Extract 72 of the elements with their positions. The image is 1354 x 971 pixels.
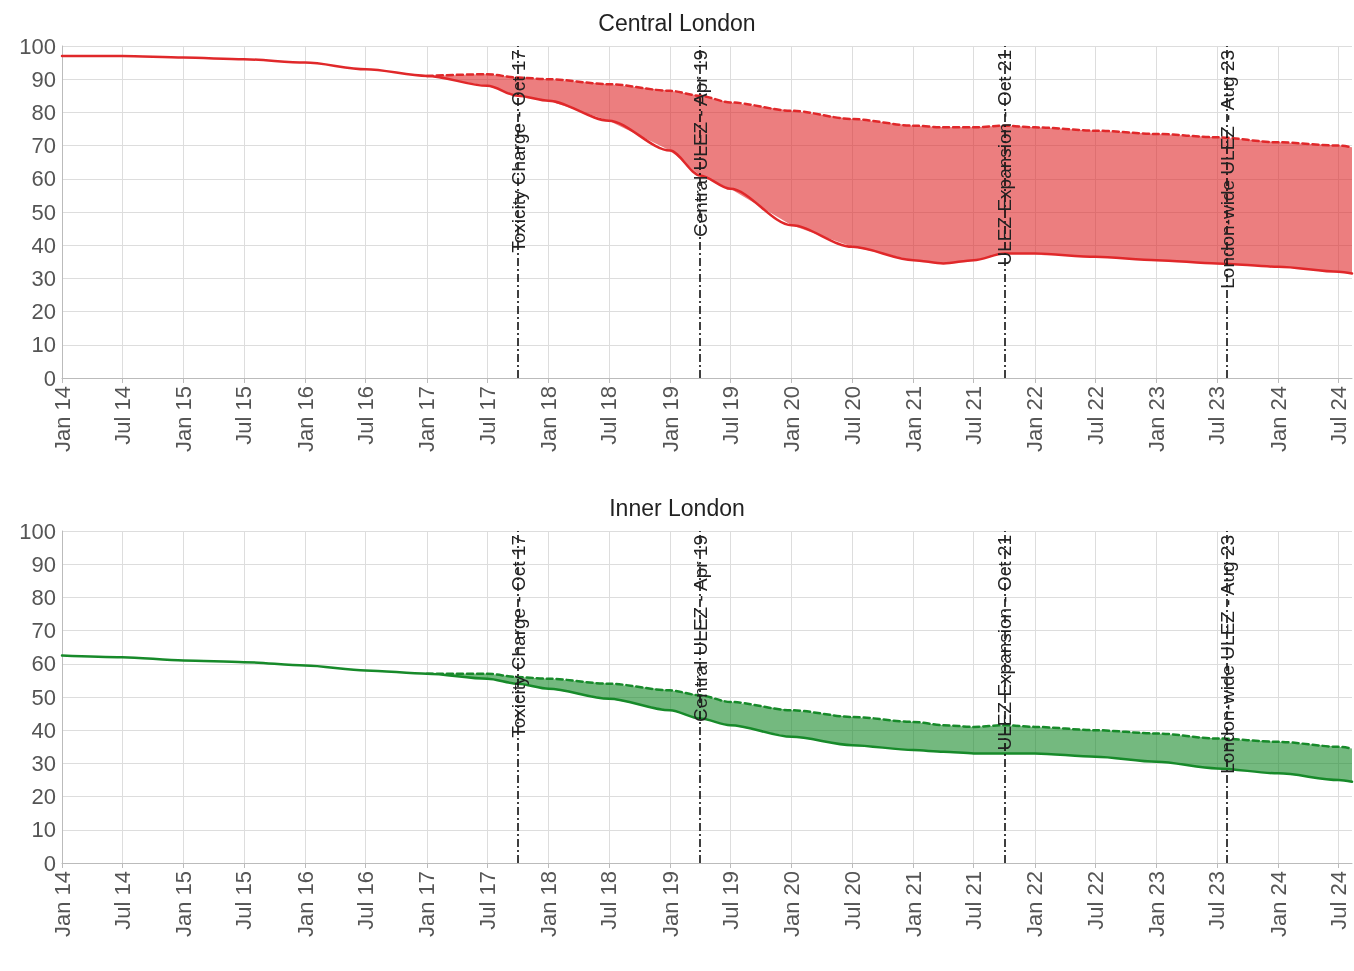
y-tick-label: 30 <box>31 750 56 776</box>
x-tick-label: Jul 15 <box>231 871 257 930</box>
x-tick-label: Jul 15 <box>231 386 257 445</box>
chart-title: Inner London <box>609 494 745 521</box>
x-tick-label: Jul 21 <box>961 871 987 930</box>
x-tick-label: Jan 22 <box>1022 871 1048 938</box>
ref-line-label: Toxicity Charge - Oct 17 <box>507 50 529 253</box>
y-tick-label: 50 <box>31 199 56 225</box>
y-tick-label: 90 <box>31 551 56 577</box>
y-tick-label: 80 <box>31 99 56 125</box>
ref-line-label: Central ULEZ - Apr 19 <box>690 50 712 237</box>
chart-title: Central London <box>598 9 756 36</box>
x-tick-label: Jan 21 <box>900 871 926 938</box>
x-tick-label: Jan 16 <box>292 386 318 453</box>
x-tick-label: Jan 17 <box>414 871 440 938</box>
x-tick-label: Jan 23 <box>1144 386 1170 453</box>
x-tick-label: Jul 22 <box>1082 871 1108 930</box>
x-tick-label: Jul 21 <box>961 386 987 445</box>
y-tick-label: 40 <box>31 232 56 258</box>
x-tick-label: Jan 18 <box>536 871 561 938</box>
ref-line-label: ULEZ Expansion - Oct 21 <box>994 535 1016 751</box>
x-tick-label: Jul 17 <box>474 871 500 930</box>
x-tick-label: Jul 14 <box>109 871 135 930</box>
x-tick-label: Jan 15 <box>171 871 197 938</box>
y-tick-label: 40 <box>31 717 56 743</box>
y-tick-label: 60 <box>31 651 56 677</box>
x-tick-label: Jul 14 <box>109 386 135 445</box>
x-tick-label: Jan 23 <box>1144 871 1170 938</box>
y-tick-label: 80 <box>31 584 56 610</box>
y-tick-label: 70 <box>31 618 56 644</box>
x-tick-label: Jan 17 <box>414 386 440 453</box>
x-tick-label: Jul 20 <box>839 871 865 930</box>
y-tick-label: 20 <box>31 299 56 325</box>
y-tick-label: 10 <box>31 332 56 358</box>
x-tick-label: Jul 20 <box>839 386 865 445</box>
x-tick-label: Jan 19 <box>657 386 683 453</box>
x-tick-label: Jul 16 <box>353 871 379 930</box>
x-tick-label: Jul 23 <box>1204 386 1230 445</box>
x-tick-label: Jan 20 <box>779 386 805 453</box>
ref-line-label: London-wide ULEZ - Aug 23 <box>1217 50 1239 289</box>
x-tick-label: Jul 19 <box>717 386 743 445</box>
x-tick-label: Jan 24 <box>1265 386 1291 453</box>
ref-line-label: London-wide ULEZ - Aug 23 <box>1217 535 1239 774</box>
y-tick-label: 30 <box>31 265 56 291</box>
x-tick-label: Jul 18 <box>596 386 622 445</box>
x-tick-label: Jan 16 <box>292 871 318 938</box>
x-tick-label: Jul 17 <box>474 386 500 445</box>
y-tick-label: 60 <box>31 166 56 192</box>
ref-line-label: ULEZ Expansion - Oct 21 <box>994 50 1016 266</box>
x-tick-label: Jul 19 <box>717 871 743 930</box>
y-tick-label: 90 <box>31 66 56 92</box>
x-tick-label: Jul 23 <box>1204 871 1230 930</box>
x-tick-label: Jan 24 <box>1265 871 1291 938</box>
y-tick-label: 20 <box>31 784 56 810</box>
x-tick-label: Jan 21 <box>900 386 926 453</box>
y-tick-label: 70 <box>31 133 56 159</box>
x-tick-label: Jan 19 <box>657 871 683 938</box>
y-tick-label: 100 <box>19 33 56 59</box>
x-tick-label: Jul 16 <box>353 386 379 445</box>
ref-line-label: Toxicity Charge - Oct 17 <box>507 535 529 738</box>
x-tick-label: Jul 24 <box>1326 386 1352 445</box>
y-tick-label: 10 <box>31 817 56 843</box>
x-tick-label: Jul 22 <box>1082 386 1108 445</box>
x-tick-label: Jan 15 <box>171 386 197 453</box>
y-tick-label: 50 <box>31 684 56 710</box>
x-tick-label: Jan 22 <box>1022 386 1048 453</box>
x-tick-label: Jul 24 <box>1326 871 1352 930</box>
x-tick-label: Jul 18 <box>596 871 622 930</box>
x-tick-label: Jan 20 <box>779 871 805 938</box>
y-tick-label: 100 <box>19 518 56 544</box>
ref-line-label: Central ULEZ - Apr 19 <box>690 535 712 722</box>
x-tick-label: Jan 18 <box>536 386 561 453</box>
